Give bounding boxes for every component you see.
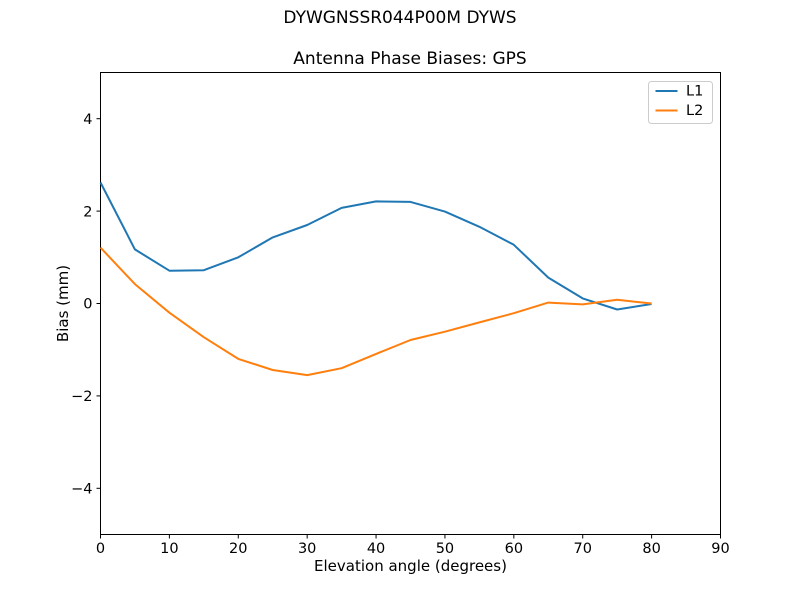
series-line-l2 [99, 246, 652, 377]
x-tick-label: 60 [505, 541, 523, 557]
x-tick-label: 0 [96, 541, 105, 557]
figure-suptitle: DYWGNSSR044P00M DYWS [283, 8, 516, 28]
y-axis-label: Bias (mm) [54, 265, 72, 342]
series-line-l1 [99, 182, 652, 311]
x-tick-label: 90 [711, 541, 729, 557]
x-tick-label: 70 [573, 541, 591, 557]
legend-label-l1: L1 [686, 84, 703, 100]
x-tick-label: 10 [160, 541, 178, 557]
x-tick-label: 50 [436, 541, 454, 557]
plot-series [99, 182, 652, 377]
y-tick-label: −2 [71, 389, 92, 405]
legend: L1 L2 [648, 81, 713, 124]
legend-label-l2: L2 [686, 103, 703, 119]
plot-area [100, 72, 721, 535]
y-tick-label: 4 [83, 112, 92, 128]
y-tick-label: 2 [83, 204, 92, 220]
x-tick-label: 40 [367, 541, 385, 557]
x-axis-label: Elevation angle (degrees) [314, 557, 507, 575]
x-tick-label: 30 [298, 541, 316, 557]
y-tick-label: 0 [83, 297, 92, 313]
x-tick-label: 20 [229, 541, 247, 557]
x-tick-label: 80 [642, 541, 660, 557]
axis-ticks: 0 10 20 30 40 50 60 70 80 90 −4 −2 0 2 4 [71, 112, 730, 557]
chart-title: Antenna Phase Biases: GPS [293, 49, 526, 69]
y-tick-label: −4 [71, 482, 92, 498]
